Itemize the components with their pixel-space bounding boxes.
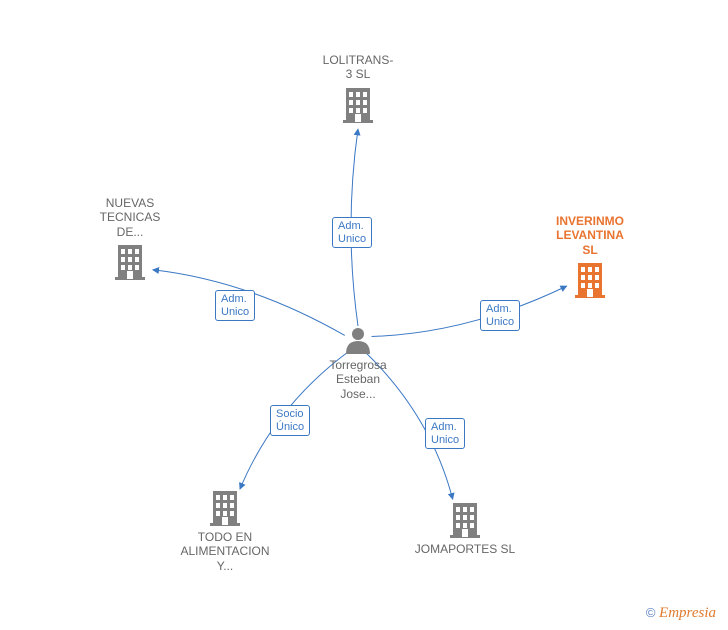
- center-person-label: Torregrosa Esteban Jose...: [313, 358, 403, 401]
- brand-name: Empresia: [659, 605, 716, 621]
- node-label-nuevas[interactable]: NUEVAS TECNICAS DE...: [70, 196, 190, 239]
- building-icon-nuevas[interactable]: [115, 245, 145, 280]
- building-icon-todo[interactable]: [210, 491, 240, 526]
- building-icon-jomaportes[interactable]: [450, 503, 480, 538]
- node-label-todo[interactable]: TODO EN ALIMENTACION Y...: [165, 530, 285, 573]
- node-label-jomaportes[interactable]: JOMAPORTES SL: [405, 542, 525, 556]
- watermark: © Empresia: [646, 605, 716, 622]
- edge-label-jomaportes: Adm. Unico: [425, 418, 465, 449]
- diagram-canvas: [0, 0, 728, 630]
- edge-label-inverinmo: Adm. Unico: [480, 300, 520, 331]
- edge-label-nuevas: Adm. Unico: [215, 290, 255, 321]
- copyright-symbol: ©: [646, 605, 656, 620]
- edge-label-lolitrans: Adm. Unico: [332, 217, 372, 248]
- building-icon-lolitrans[interactable]: [343, 88, 373, 123]
- edge-inverinmo: [372, 286, 567, 336]
- node-label-lolitrans[interactable]: LOLITRANS- 3 SL: [298, 53, 418, 82]
- building-icon-inverinmo[interactable]: [575, 263, 605, 298]
- edge-label-todo: Socio Único: [270, 405, 310, 436]
- node-label-inverinmo[interactable]: INVERINMO LEVANTINA SL: [530, 214, 650, 257]
- person-icon[interactable]: [346, 328, 370, 354]
